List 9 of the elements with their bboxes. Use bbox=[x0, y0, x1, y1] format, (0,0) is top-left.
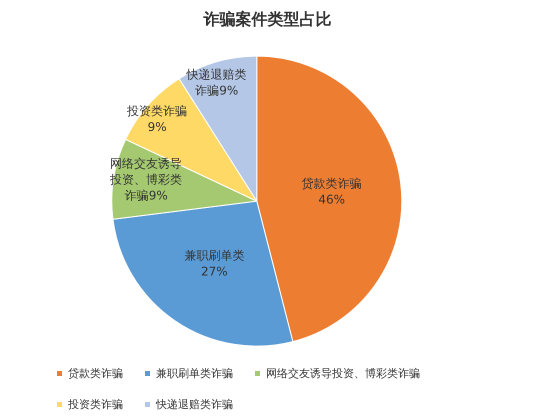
data-label: 贷款类诈骗46% bbox=[302, 176, 362, 207]
chart-title: 诈骗案件类型占比 bbox=[202, 10, 332, 28]
legend-label: 快递退赔类诈骗 bbox=[155, 398, 233, 411]
legend-label: 贷款类诈骗 bbox=[68, 367, 123, 380]
data-label: 兼职刷单类27% bbox=[184, 248, 244, 279]
legend-label: 投资类诈骗 bbox=[67, 398, 123, 411]
data-label: 快递退赔类诈骗9% bbox=[186, 68, 247, 98]
legend-label: 兼职刷单类诈骗 bbox=[156, 367, 233, 380]
legend-label: 网络交友诱导投资、博彩类诈骗 bbox=[266, 367, 420, 380]
